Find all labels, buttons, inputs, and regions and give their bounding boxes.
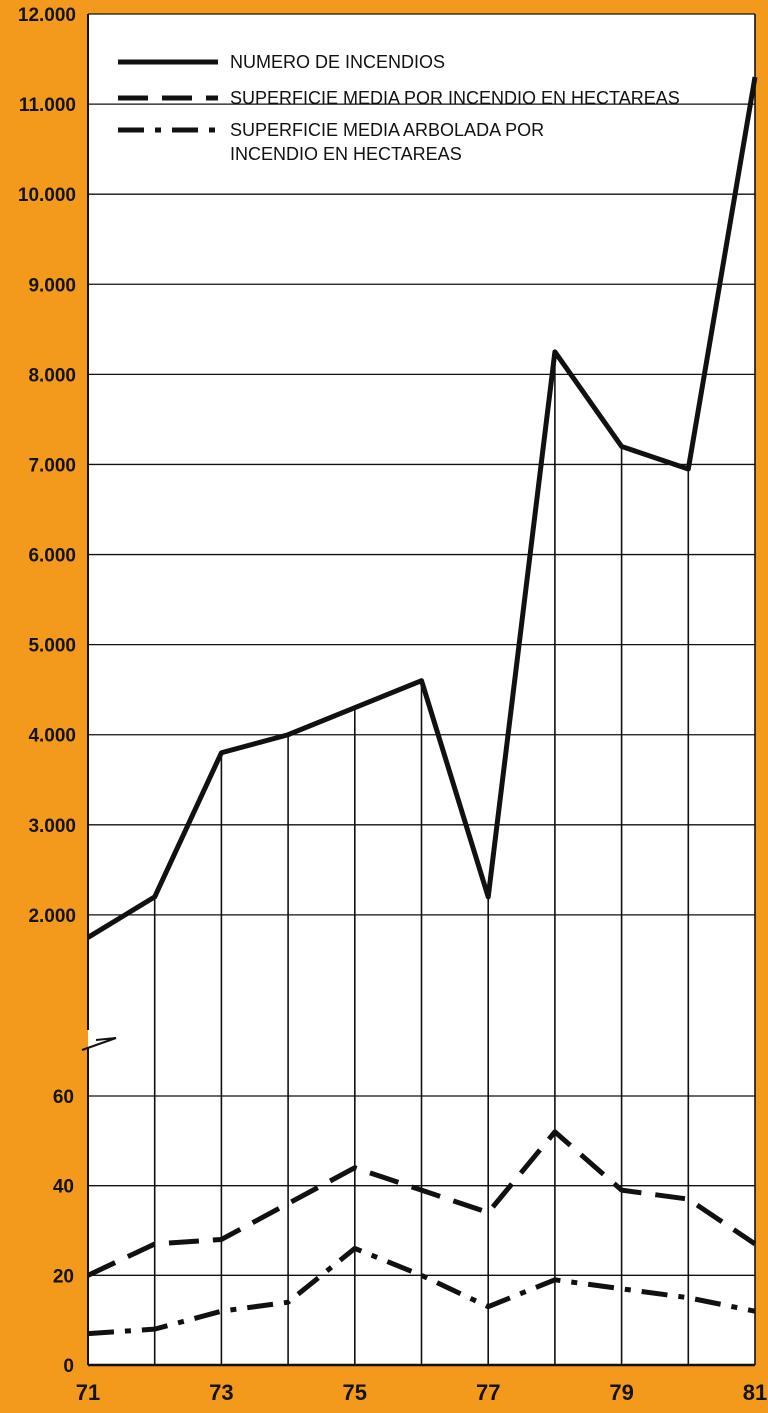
x-tick-label: 75 <box>343 1380 367 1405</box>
y-tick-label: 20 <box>53 1266 74 1287</box>
y-tick-label: 4.000 <box>28 726 76 747</box>
y-tick-label: 6.000 <box>28 546 76 567</box>
y-tick-label: 9.000 <box>28 275 76 296</box>
legend-label: NUMERO DE INCENDIOS <box>230 52 445 72</box>
legend-label: INCENDIO EN HECTAREAS <box>230 144 462 164</box>
series-line-superficie-arbolada <box>87 1245 756 1337</box>
y-tick-label: 12.000 <box>18 5 76 26</box>
x-tick-label: 79 <box>609 1380 633 1405</box>
y-tick-label: 40 <box>53 1177 74 1198</box>
y-tick-label: 10.000 <box>18 185 76 206</box>
x-tick-label: 73 <box>209 1380 233 1405</box>
y-tick-label: 2.000 <box>28 906 76 927</box>
series-line-numero-incendios <box>86 76 758 940</box>
y-tick-label: 5.000 <box>28 636 76 657</box>
x-tick-label: 81 <box>743 1380 767 1405</box>
axis-break-mark <box>81 1037 117 1051</box>
y-tick-label: 8.000 <box>28 365 76 386</box>
series-line-superficie-media <box>86 1129 757 1278</box>
y-tick-label: 3.000 <box>28 816 76 837</box>
y-tick-label: 11.000 <box>19 95 76 116</box>
legend-label: SUPERFICIE MEDIA POR INCENDIO EN HECTARE… <box>230 88 680 108</box>
legend-label: SUPERFICIE MEDIA ARBOLADA POR <box>230 120 544 140</box>
y-tick-label: 60 <box>53 1087 74 1108</box>
y-tick-label: 0 <box>63 1356 74 1377</box>
x-tick-label: 71 <box>76 1380 100 1405</box>
y-tick-label: 7.000 <box>28 455 76 476</box>
x-tick-label: 77 <box>476 1380 500 1405</box>
